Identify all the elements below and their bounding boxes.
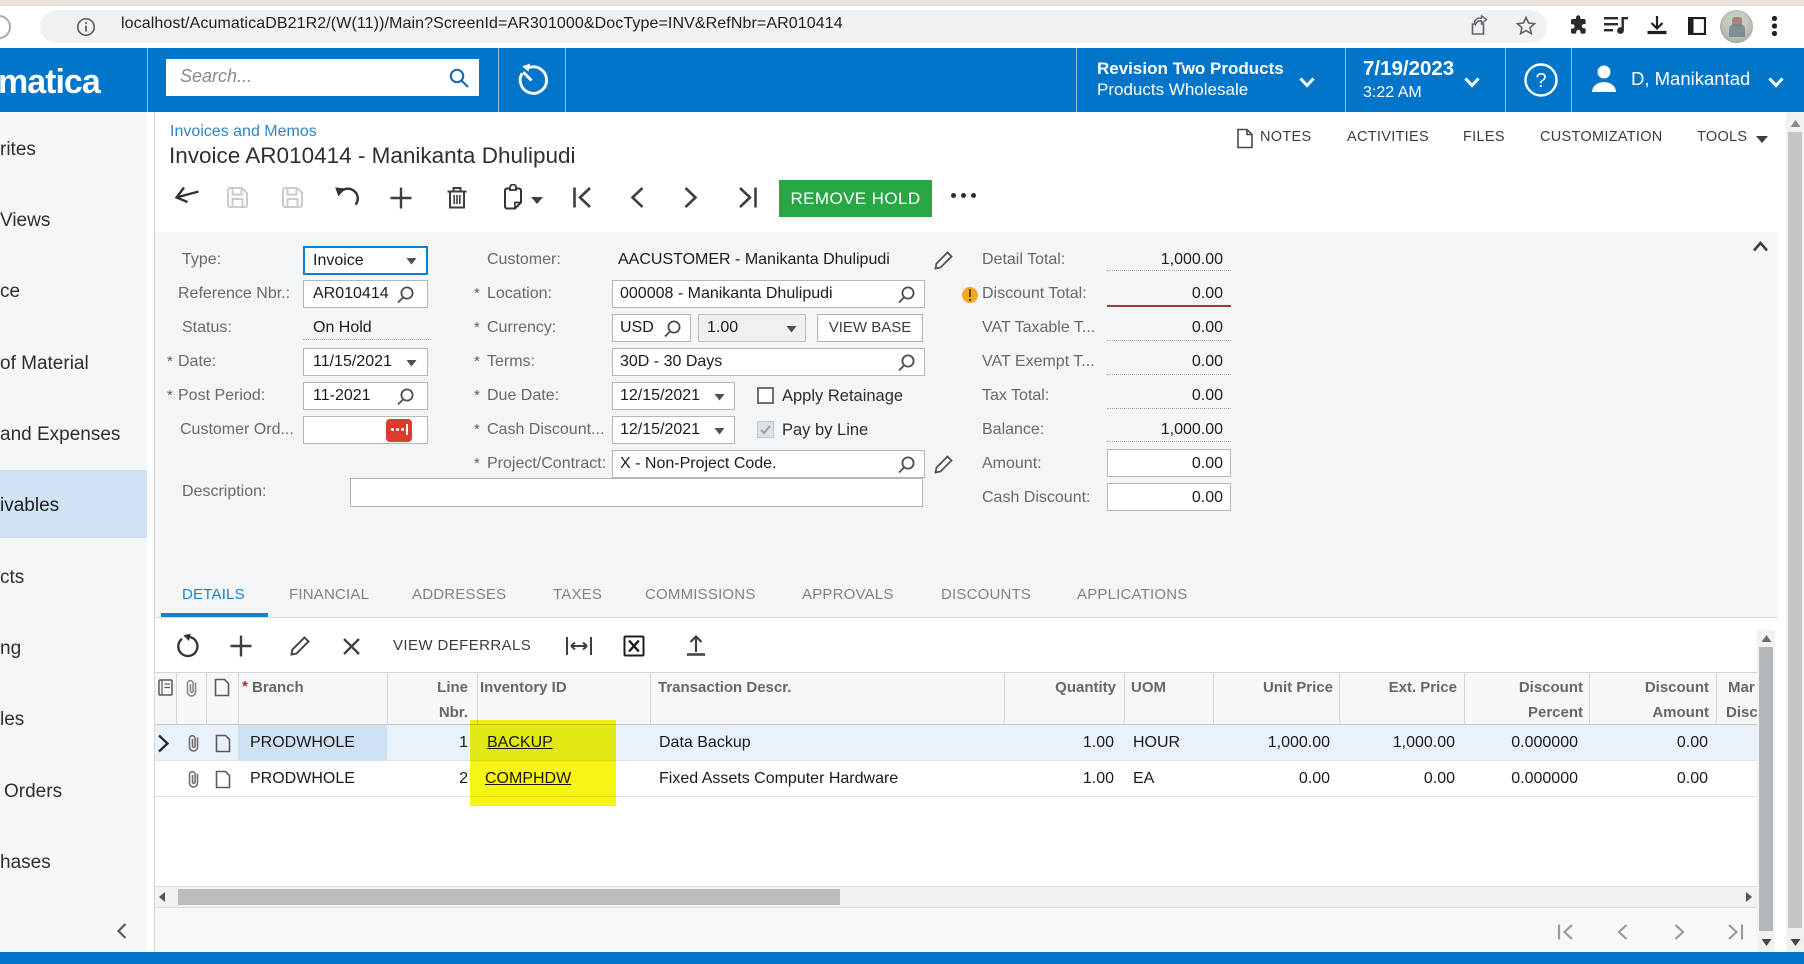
svg-text:?: ? (1535, 70, 1546, 92)
